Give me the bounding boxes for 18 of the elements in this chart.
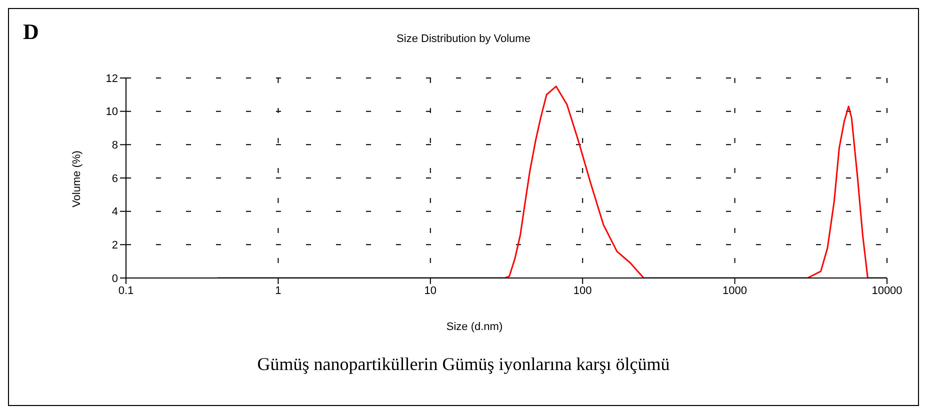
text: D bbox=[23, 19, 39, 45]
x-tick-label: 10 bbox=[424, 284, 437, 297]
y-tick-label: 4 bbox=[112, 206, 118, 218]
y-tick-label: 2 bbox=[112, 240, 118, 252]
x-tick-label: 1000 bbox=[722, 284, 748, 297]
y-tick-label: 8 bbox=[112, 140, 118, 152]
x-tick-label: 10000 bbox=[872, 284, 902, 297]
text: Gümüş nanopartiküllerin Gümüş iyonlarına karşı ölçümü bbox=[256, 354, 671, 375]
y-tick-label: 6 bbox=[112, 172, 118, 185]
x-tick-label: 100 bbox=[573, 284, 592, 297]
y-tick-label: 12 bbox=[106, 72, 118, 85]
y-tick-label: 0 bbox=[112, 272, 118, 285]
y-tick-label: 10 bbox=[106, 106, 118, 118]
x-tick-label: 0.1 bbox=[118, 284, 134, 297]
chart-title: Size Distribution by Volume bbox=[396, 33, 530, 45]
x-axis-title: Size (d.nm) bbox=[445, 321, 504, 333]
y-axis-title: Volume (%) bbox=[71, 150, 83, 208]
x-tick-label: 1 bbox=[275, 284, 282, 297]
